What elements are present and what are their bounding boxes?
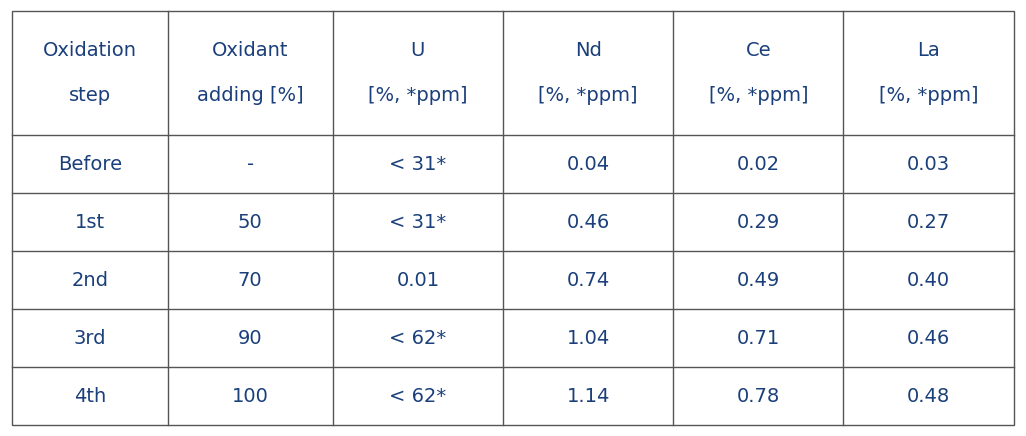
Text: 50: 50 [238,213,263,232]
Text: 0.49: 0.49 [737,271,780,290]
Text: 0.01: 0.01 [396,271,439,290]
Text: adding [%]: adding [%] [197,86,304,105]
Text: 0.78: 0.78 [737,387,780,405]
Text: Before: Before [57,155,122,174]
Text: 0.29: 0.29 [737,213,780,232]
Text: Oxidation: Oxidation [43,41,136,60]
Text: -: - [246,155,253,174]
Text: 1st: 1st [75,213,105,232]
Text: La: La [917,41,940,60]
Text: [%, *ppm]: [%, *ppm] [539,86,638,105]
Text: [%, *ppm]: [%, *ppm] [879,86,979,105]
Text: < 62*: < 62* [389,329,446,347]
Text: 0.71: 0.71 [737,329,780,347]
Text: Nd: Nd [575,41,601,60]
Text: 90: 90 [238,329,263,347]
Text: 0.40: 0.40 [907,271,950,290]
Text: < 31*: < 31* [389,213,446,232]
Text: 0.02: 0.02 [737,155,780,174]
Text: 100: 100 [232,387,269,405]
Text: < 31*: < 31* [389,155,446,174]
Text: step: step [69,86,111,105]
Text: 70: 70 [238,271,263,290]
Text: 0.46: 0.46 [907,329,950,347]
Text: Oxidant: Oxidant [212,41,288,60]
Text: 0.48: 0.48 [907,387,950,405]
Text: [%, *ppm]: [%, *ppm] [709,86,808,105]
Text: 2nd: 2nd [72,271,109,290]
Text: 4th: 4th [74,387,106,405]
Text: 0.03: 0.03 [907,155,950,174]
Text: 0.04: 0.04 [566,155,609,174]
Text: 3rd: 3rd [74,329,106,347]
Text: < 62*: < 62* [389,387,446,405]
Text: 1.04: 1.04 [566,329,609,347]
Text: 0.46: 0.46 [566,213,609,232]
Text: [%, *ppm]: [%, *ppm] [368,86,468,105]
Text: 0.74: 0.74 [566,271,609,290]
Text: 1.14: 1.14 [566,387,609,405]
Text: Ce: Ce [746,41,772,60]
Text: U: U [410,41,425,60]
Text: 0.27: 0.27 [907,213,950,232]
